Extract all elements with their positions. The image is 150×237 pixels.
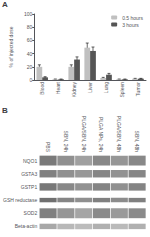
svg-text:B: B [2,106,8,115]
svg-text:GSH reductase: GSH reductase [3,197,37,203]
svg-text:NQO1: NQO1 [23,158,37,164]
svg-text:Blood: Blood [39,82,45,95]
svg-text:PLGA/SBN, 48h: PLGA/SBN, 48h [116,116,122,152]
svg-text:Kidney: Kidney [71,82,77,98]
svg-text:Liver: Liver [87,82,93,93]
svg-text:60: 60 [27,37,33,43]
svg-text:PLGA NPs, 24h: PLGA NPs, 24h [98,117,104,152]
svg-text:SOD2: SOD2 [24,210,38,216]
svg-text:PLGA/SBN, 24h: PLGA/SBN, 24h [81,116,87,152]
svg-text:SBN, 48h: SBN, 48h [134,131,140,153]
svg-text:% of injected dose: % of injected dose [8,26,14,67]
svg-text:20: 20 [27,64,33,70]
svg-text:0: 0 [29,77,32,83]
svg-text:PBS: PBS [45,142,51,153]
svg-text:80: 80 [27,24,33,30]
svg-text:Lung: Lung [103,82,109,93]
svg-text:100: 100 [24,11,33,17]
svg-text:Spleen: Spleen [119,82,125,98]
svg-text:Tumor: Tumor [135,82,141,97]
svg-text:A: A [2,0,8,9]
svg-text:Beta-actin: Beta-actin [15,223,38,229]
svg-text:3 hours: 3 hours [122,22,139,28]
svg-text:0.5 hours: 0.5 hours [122,15,143,21]
svg-text:GSTA3: GSTA3 [21,171,37,177]
svg-text:Heart: Heart [55,81,61,94]
svg-text:SBN, 24h: SBN, 24h [63,131,69,153]
svg-text:40: 40 [27,51,33,57]
svg-text:GSTP1: GSTP1 [21,184,38,190]
